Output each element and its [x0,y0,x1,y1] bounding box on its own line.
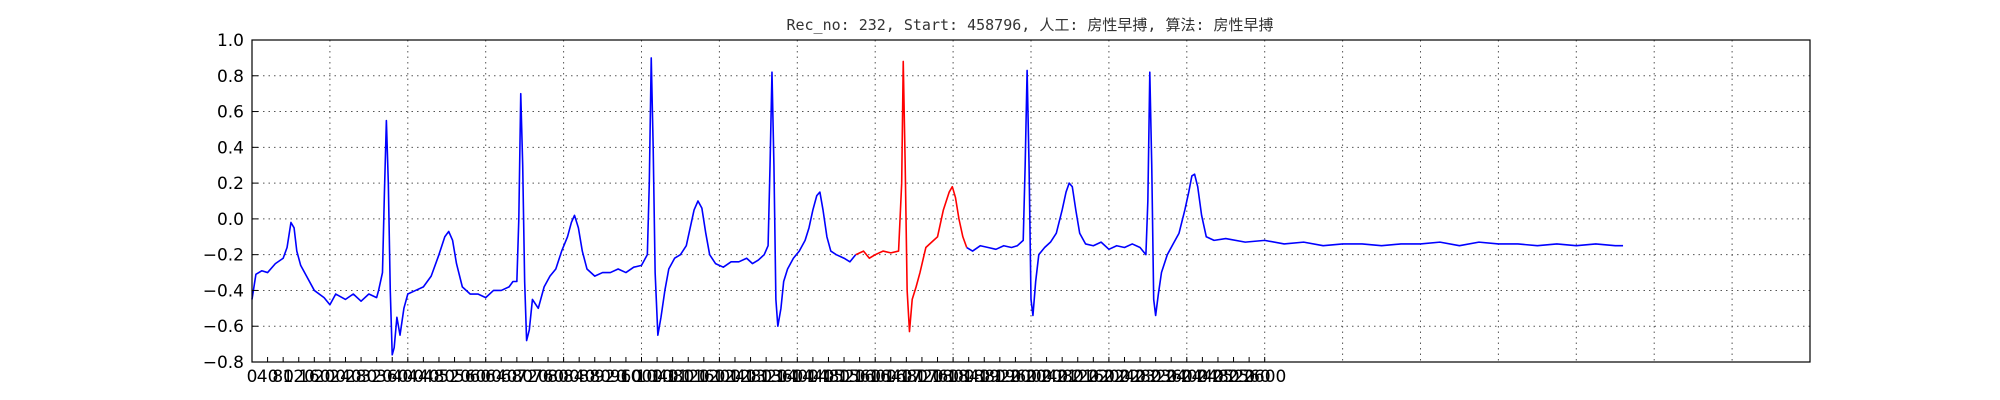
series-group [252,58,1623,355]
series-line-1 [252,58,856,355]
y-tick-label: −0.6 [203,317,244,337]
grid [252,40,1810,362]
y-tick-label: −0.2 [203,246,244,266]
chart-title: Rec_no: 232, Start: 458796, 人工: 房性早搏, 算法… [786,16,1273,34]
y-tick-label: 0.8 [217,67,244,87]
y-tick-label: 0.4 [217,138,244,158]
series-line-3 [967,70,1623,315]
y-tick-label: 1.0 [217,31,244,51]
y-tick-label: −0.4 [203,281,244,301]
y-tick-label: 0.2 [217,174,244,194]
y-tick-label: 0.6 [217,103,244,123]
series-line-2 [856,61,967,331]
x-tick-label: 2600 [1243,367,1286,387]
y-tick-label: −0.8 [203,353,244,373]
y-tick-label: 0.0 [217,210,244,230]
y-axis: 1.0 0.8 0.6 0.4 0.2 0.0 −0.2 −0.4 −0.6 −0.8 [203,31,258,373]
